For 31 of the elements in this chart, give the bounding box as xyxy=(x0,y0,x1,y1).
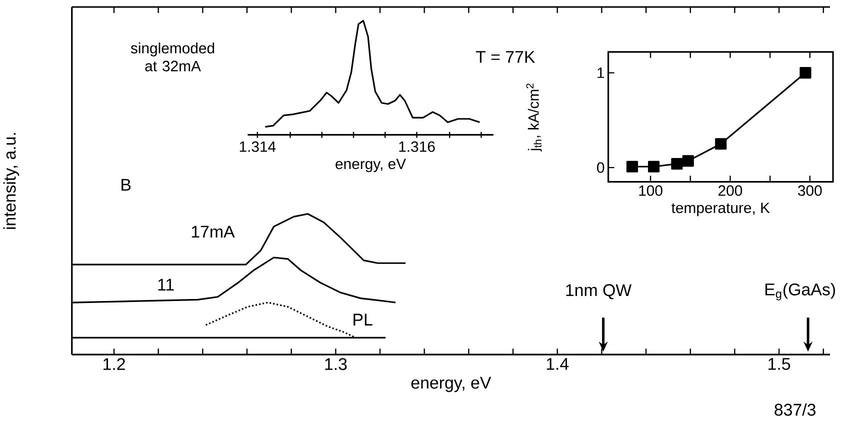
annotation: T = 77K xyxy=(476,51,536,63)
x-tick-label: 1.2 xyxy=(104,358,125,370)
text: singlemoded at 32mA xyxy=(130,42,214,72)
point xyxy=(682,155,694,167)
text: 837/3 xyxy=(774,404,816,416)
series-label: PL xyxy=(354,314,372,326)
point xyxy=(800,67,812,79)
y-tick-label: 1 xyxy=(598,68,604,78)
point xyxy=(715,138,727,150)
x-tick-label: 1.3 xyxy=(325,358,347,370)
annotation: 1nm QW xyxy=(566,284,632,300)
point xyxy=(671,158,683,170)
y-axis-title: intensity, a.u. xyxy=(3,133,20,230)
x-tick-label: 1.314 xyxy=(240,142,276,152)
series-label: 11 xyxy=(158,279,174,291)
x-axis-title: energy, eV xyxy=(411,377,492,392)
point xyxy=(648,161,660,173)
x-tick-label: 100 xyxy=(639,186,662,196)
annotation: E$_{g}$(GaAs) xyxy=(765,283,835,301)
text: B xyxy=(122,179,131,191)
x-tick-label: 200 xyxy=(718,186,742,196)
x-tick-label: 1.5 xyxy=(768,358,790,370)
x-tick-label: 300 xyxy=(798,186,822,196)
point xyxy=(626,161,638,173)
y-axis-title: j$_{th}$, kA/cm$^{2}$ xyxy=(526,84,542,152)
x-tick-label: 1.316 xyxy=(399,142,435,152)
x-axis-title: energy, eV xyxy=(336,159,406,172)
y-tick-label: 0 xyxy=(597,162,604,174)
x-tick-label: 1.4 xyxy=(546,358,569,370)
series-label: 17mA xyxy=(192,226,235,238)
x-axis-title: temperature, K xyxy=(671,202,770,216)
